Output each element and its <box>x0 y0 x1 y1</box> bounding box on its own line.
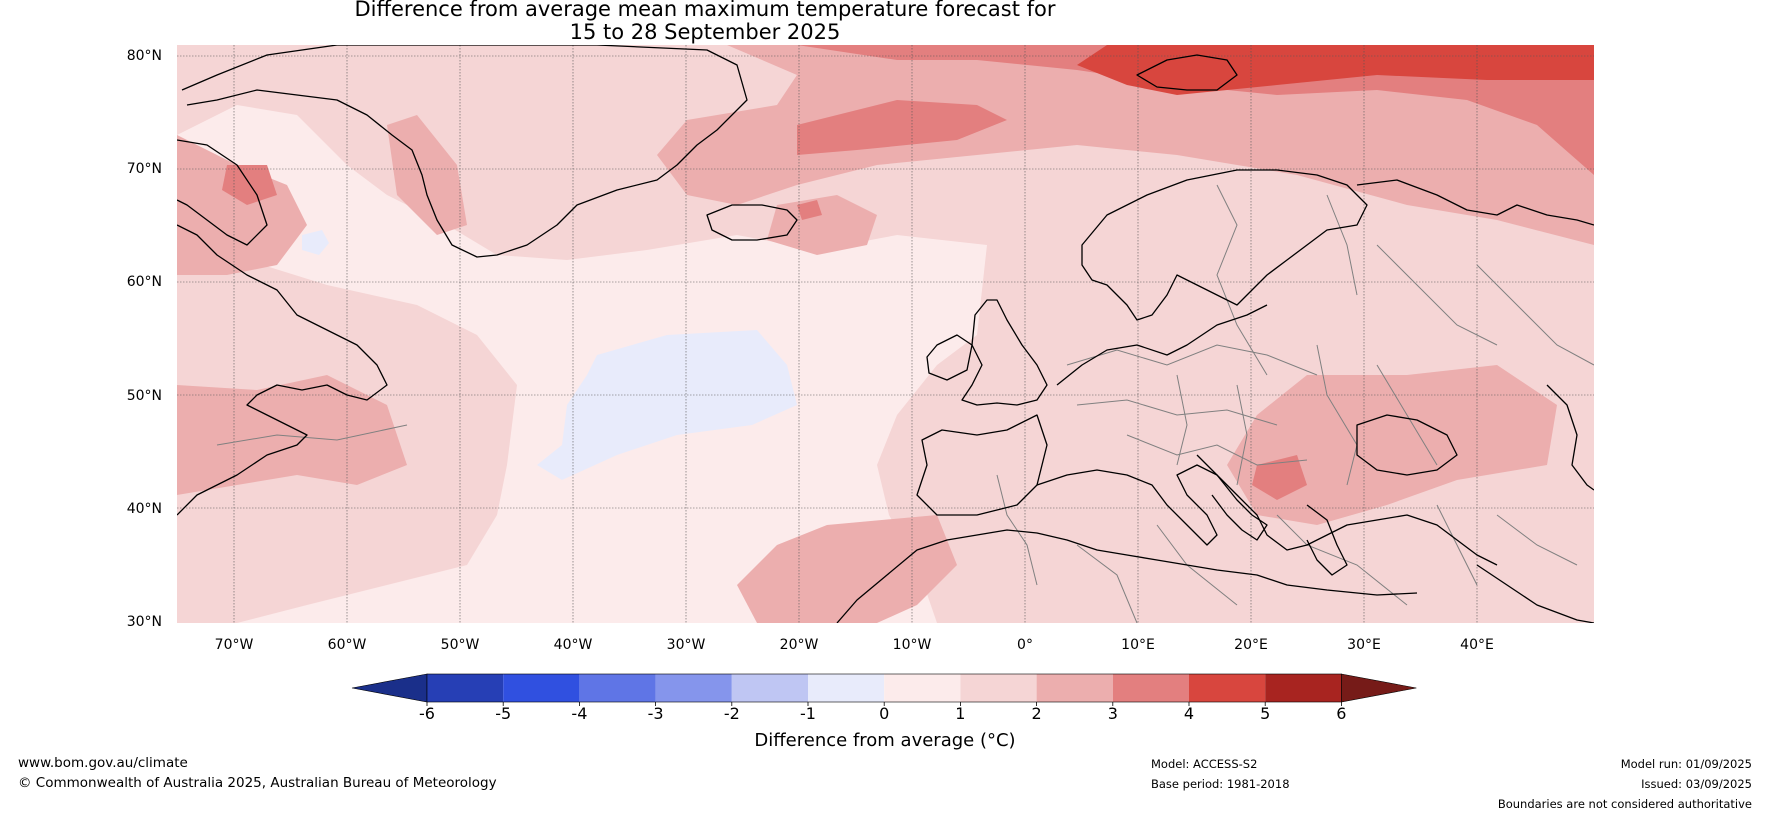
colorbar-tick-label: -1 <box>800 704 816 722</box>
colorbar-tick-label: 5 <box>1260 704 1270 722</box>
colorbar-swatch <box>884 674 961 702</box>
ireland-coast <box>926 334 973 381</box>
svalbard-coast <box>1136 54 1238 91</box>
lon-label-70w: 70°W <box>214 637 254 653</box>
lon-label-20w: 20°W <box>779 637 819 653</box>
colorbar-tick-label: 4 <box>1184 704 1194 722</box>
colorbar-tick-label: -6 <box>419 704 435 722</box>
colorbar-swatch <box>1265 674 1342 702</box>
country-borders <box>216 184 1594 623</box>
caspian-coast <box>1546 384 1594 491</box>
lon-label-30w: 30°W <box>666 637 706 653</box>
italy-coast <box>1196 454 1268 541</box>
graticule <box>177 45 1594 623</box>
coastlines <box>177 45 1594 623</box>
lon-label-40e: 40°E <box>1460 637 1494 653</box>
title-line-1: Difference from average mean maximum tem… <box>354 0 1056 21</box>
colorbar-ticks: -6 -5 -4 -3 -2 -1 0 1 2 3 4 5 6 <box>419 702 1346 722</box>
model-info: Model: ACCESS-S2 <box>1151 757 1258 771</box>
anomaly-band-4-5 <box>1077 45 1594 95</box>
colorbar-tick-label: -2 <box>724 704 740 722</box>
colorbar-extension-high <box>1341 673 1417 703</box>
disclaimer: Boundaries are not considered authoritat… <box>1497 797 1752 811</box>
lat-label-40n: 40°N <box>126 501 162 517</box>
lon-label-50w: 50°W <box>440 637 480 653</box>
colorbar-swatch <box>960 674 1037 702</box>
lat-label-50n: 50°N <box>126 388 162 404</box>
colorbar-tick-label: 6 <box>1336 704 1346 722</box>
colorbar: -6 -5 -4 -3 -2 -1 0 1 2 3 4 5 6 <box>351 673 1417 722</box>
title-line-2: 15 to 28 September 2025 <box>569 20 841 44</box>
website-link[interactable]: www.bom.gov.au/climate <box>18 755 188 771</box>
lon-label-60w: 60°W <box>327 637 367 653</box>
lat-label-30n: 30°N <box>126 614 162 630</box>
colorbar-swatch <box>808 674 885 702</box>
labrador-coast <box>177 224 388 516</box>
forecast-map <box>177 45 1594 623</box>
colorbar-tick-label: -5 <box>495 704 511 722</box>
lon-label-10w: 10°W <box>892 637 932 653</box>
scandinavia-coast <box>1081 169 1368 321</box>
greenland-coast <box>181 45 748 258</box>
russia-north-coast <box>1356 179 1594 226</box>
colorbar-swatch <box>1189 674 1266 702</box>
anomaly-band-3-4 <box>222 45 1594 500</box>
lon-label-40w: 40°W <box>553 637 593 653</box>
colorbar-swatch <box>1036 674 1113 702</box>
issued-info: Issued: 03/09/2025 <box>1641 777 1752 791</box>
lon-label-0: 0° <box>1017 637 1033 653</box>
colorbar-title: Difference from average (°C) <box>754 730 1016 751</box>
model-run-info: Model run: 01/09/2025 <box>1620 757 1752 771</box>
iceland-coast <box>706 204 798 241</box>
greece-coast <box>1306 504 1348 576</box>
north-africa-coast <box>836 529 1418 623</box>
lat-label-70n: 70°N <box>126 161 162 177</box>
lat-label-60n: 60°N <box>126 274 162 290</box>
colorbar-tick-label: 2 <box>1032 704 1042 722</box>
colorbar-tick-label: -4 <box>571 704 587 722</box>
lat-label-80n: 80°N <box>126 48 162 64</box>
colorbar-tick-label: -3 <box>648 704 664 722</box>
colorbar-swatch <box>427 674 504 702</box>
colorbar-tick-label: 3 <box>1108 704 1118 722</box>
colorbar-swatches <box>351 673 1417 703</box>
black-sea-coast <box>1356 414 1458 476</box>
copyright-notice: © Commonwealth of Australia 2025, Austra… <box>18 775 497 791</box>
middle-east-coast <box>1476 564 1594 623</box>
colorbar-extension-low <box>351 673 428 703</box>
colorbar-swatch <box>503 674 580 702</box>
colorbar-swatch <box>731 674 808 702</box>
baffin-coast <box>177 139 268 246</box>
lon-label-30e: 30°E <box>1347 637 1381 653</box>
colorbar-tick-label: 1 <box>955 704 965 722</box>
britain-coast <box>961 299 1048 406</box>
map-title: Difference from average mean maximum tem… <box>0 0 1410 44</box>
colorbar-swatch <box>655 674 732 702</box>
europe-coast <box>1056 304 1268 386</box>
anomaly-band-2-3 <box>177 45 1594 623</box>
base-period-info: Base period: 1981-2018 <box>1151 777 1290 791</box>
colorbar-tick-label: 0 <box>879 704 889 722</box>
anomaly-band-minus1-0 <box>302 230 797 480</box>
colorbar-swatch <box>579 674 656 702</box>
colorbar-swatch <box>1112 674 1189 702</box>
lon-label-20e: 20°E <box>1234 637 1268 653</box>
lon-label-10e: 10°E <box>1121 637 1155 653</box>
